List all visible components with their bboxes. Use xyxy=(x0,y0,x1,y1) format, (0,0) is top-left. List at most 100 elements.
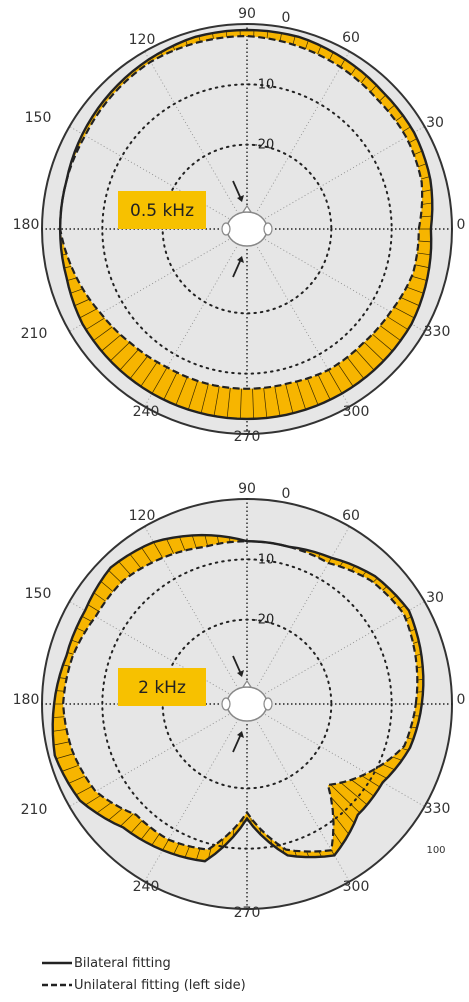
grid-spoke xyxy=(246,126,425,230)
hatch-line xyxy=(417,163,427,168)
hatch-line xyxy=(296,381,307,410)
hatch-line xyxy=(85,795,101,806)
angle-tick-label: 240 xyxy=(133,879,160,895)
nose xyxy=(241,679,253,688)
frequency-label: 0.5 kHz xyxy=(130,201,194,221)
legend-label-unilateral: Unilateral fitting (left side) xyxy=(74,977,246,993)
arrow-upper xyxy=(232,180,242,200)
grid-spoke xyxy=(69,228,248,332)
hatch-line xyxy=(387,104,396,112)
angle-tick-label: 60 xyxy=(342,30,360,46)
angle-tick-label: 30 xyxy=(426,590,444,606)
hatch-line xyxy=(204,535,208,547)
hatch-line xyxy=(406,286,424,294)
nose xyxy=(241,204,253,213)
solid-line-swatch xyxy=(42,961,72,965)
angle-tick-label: 180 xyxy=(13,217,40,233)
hatch-line xyxy=(187,380,198,410)
grid-spoke xyxy=(144,526,248,705)
hatch-line xyxy=(53,741,70,746)
hatch-line xyxy=(153,541,163,558)
grid-spoke xyxy=(246,703,425,807)
hatch-line xyxy=(266,31,269,39)
hatch-line xyxy=(413,150,423,156)
hatch-line xyxy=(420,176,430,180)
hatch-line xyxy=(402,126,411,132)
hatch-line xyxy=(179,536,186,551)
hatch-line xyxy=(363,341,384,362)
hatch-line xyxy=(129,355,148,379)
hatch-line xyxy=(70,288,83,294)
angle-tick-label: 270 xyxy=(234,429,261,445)
hatch-line xyxy=(252,388,254,419)
arrow-lower-head xyxy=(237,256,244,263)
hatch-line xyxy=(379,325,401,341)
hatch-line xyxy=(191,535,197,549)
hatch-line xyxy=(76,627,86,633)
angle-tick-label: 300 xyxy=(343,404,370,420)
hatch-line xyxy=(75,786,93,796)
grid-spoke xyxy=(246,703,350,882)
radial-ring xyxy=(161,618,333,790)
grid-spoke xyxy=(144,703,248,882)
head-outline xyxy=(226,686,268,722)
hatch-line xyxy=(337,363,354,387)
hatch-line xyxy=(93,592,106,602)
angle-tick-label: 0 xyxy=(282,10,291,26)
hatch-line xyxy=(317,45,322,55)
hatch-line xyxy=(119,349,139,371)
angle-tick-label: 300 xyxy=(343,879,370,895)
hatch-line xyxy=(140,827,151,840)
arrow-upper-head xyxy=(237,195,244,202)
hatch-line xyxy=(87,604,99,612)
angle-tick-label: 330 xyxy=(424,324,451,340)
hatch-line xyxy=(108,570,122,583)
legend-item-bilateral: Bilateral fitting xyxy=(40,952,246,974)
frequency-label-box xyxy=(118,668,206,706)
hatch-line xyxy=(305,40,309,50)
hatch-line xyxy=(422,189,432,193)
hatch-line xyxy=(129,553,142,569)
hatch-line xyxy=(370,84,377,93)
angle-tick-label: 90 xyxy=(238,6,256,22)
legend-label-bilateral: Bilateral fitting xyxy=(74,955,171,971)
grid-spoke xyxy=(246,601,425,705)
radial-tick-label: -20 xyxy=(253,613,274,628)
hatch-line xyxy=(130,820,143,834)
hatch-line xyxy=(108,808,123,821)
hatch-line xyxy=(372,334,393,352)
hatch-line xyxy=(360,75,367,84)
grid-spoke xyxy=(246,228,425,332)
hatch-line xyxy=(61,764,80,772)
hatch-line xyxy=(418,240,432,243)
series-unilateral-line xyxy=(61,540,419,853)
arrow-lower-head xyxy=(237,731,244,738)
angle-tick-label: 0 xyxy=(457,692,466,708)
angle-tick-label: 120 xyxy=(129,508,156,524)
dashed-line-swatch xyxy=(42,983,72,987)
right-ear xyxy=(263,697,273,711)
hatch-line xyxy=(285,383,294,414)
hatch-line xyxy=(408,138,418,144)
hatch-line xyxy=(56,753,74,760)
hatch-line xyxy=(421,202,433,205)
radial-tick-label: -20 xyxy=(253,138,274,153)
radial-ring xyxy=(161,143,333,315)
arrow-lower xyxy=(232,733,242,753)
radial-ring xyxy=(101,83,393,375)
hatch-line xyxy=(346,357,365,379)
left-ear xyxy=(221,697,231,711)
hatch-line xyxy=(74,298,90,307)
angle-tick-label: 60 xyxy=(342,508,360,524)
hatch-line xyxy=(355,349,375,371)
hatch-line xyxy=(71,639,80,644)
hatch-line xyxy=(392,756,402,761)
hatch-line xyxy=(382,763,395,771)
hatch-line xyxy=(216,535,220,544)
angle-tick-label: 210 xyxy=(21,802,48,818)
hatch-line xyxy=(340,782,368,806)
left-ear xyxy=(221,222,231,236)
